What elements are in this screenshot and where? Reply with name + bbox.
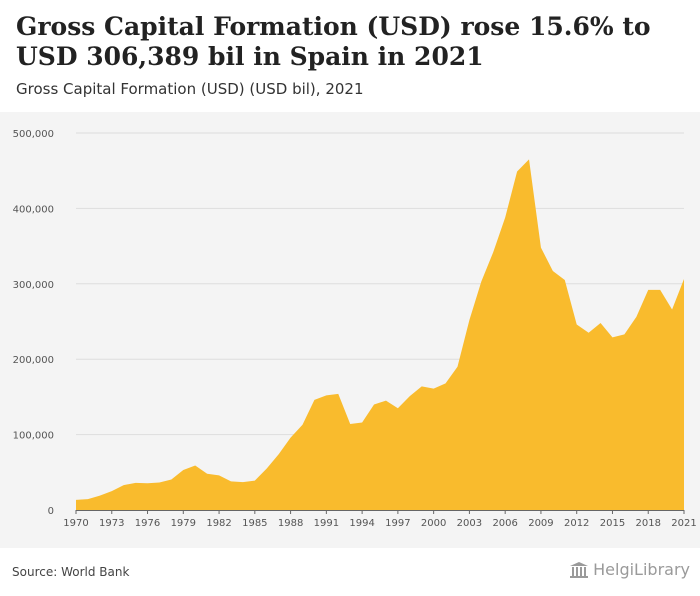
x-tick-label: 2009 [528, 518, 553, 529]
chart-title: Gross Capital Formation (USD) rose 15.6%… [16, 12, 651, 71]
chart-footer [0, 548, 700, 596]
y-tick-label: 400,000 [13, 204, 54, 215]
area-chart: 0 100,000 200,000 300,000 400,000 500,000 1970… [13, 129, 697, 529]
chart-subtitle: Gross Capital Formation (USD) (USD bil),… [16, 80, 364, 98]
x-tick-label: 2006 [492, 518, 517, 529]
x-tick-label: 1973 [99, 518, 124, 529]
x-tick-label: 1970 [63, 518, 88, 529]
x-tick-label: 2018 [636, 518, 661, 529]
y-tick-label: 300,000 [13, 280, 54, 291]
x-tick-label: 1991 [314, 518, 339, 529]
chart-header: Gross Capital Formation (USD) rose 15.6%… [0, 0, 700, 112]
x-tick-label: 2012 [564, 518, 589, 529]
x-tick-label: 2021 [671, 518, 696, 529]
x-tick-label: 2000 [421, 518, 446, 529]
x-tick-label: 1976 [135, 518, 160, 529]
y-tick-label: 0 [48, 506, 54, 517]
x-tick-label: 2015 [600, 518, 625, 529]
y-tick-label: 200,000 [13, 355, 54, 366]
y-tick-label: 500,000 [13, 129, 54, 140]
logo-text: HelgiLibrary [593, 560, 690, 579]
x-tick-label: 1994 [349, 518, 374, 529]
y-tick-label: 100,000 [13, 431, 54, 442]
area-series [76, 159, 684, 510]
x-tick-label: 1988 [278, 518, 303, 529]
x-tick-label: 2003 [457, 518, 482, 529]
library-building-icon [570, 561, 589, 578]
x-tick-label: 1979 [171, 518, 196, 529]
x-tick-label: 1985 [242, 518, 267, 529]
x-tick-label: 1997 [385, 518, 410, 529]
source-note: Source: World Bank [12, 565, 130, 579]
helgi-library-logo: HelgiLibrary [569, 560, 690, 579]
x-tick-label: 1982 [206, 518, 231, 529]
